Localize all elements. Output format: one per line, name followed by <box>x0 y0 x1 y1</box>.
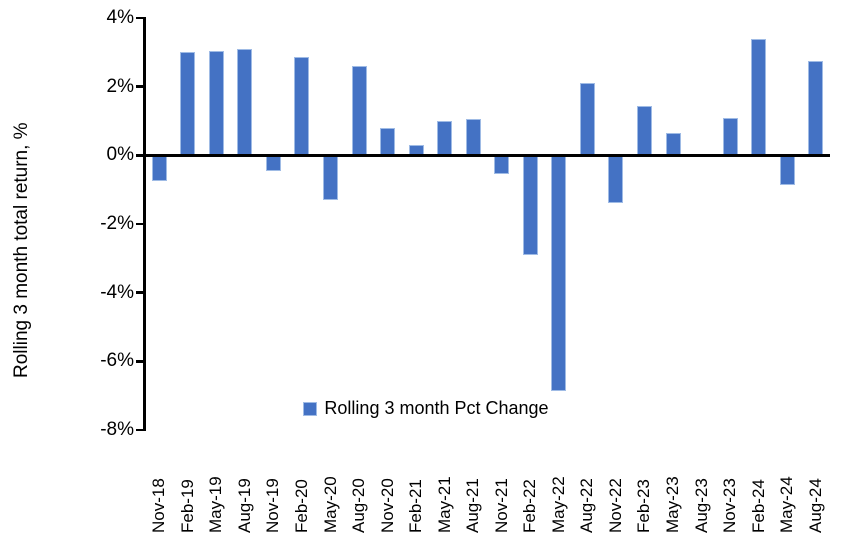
bar <box>579 83 595 156</box>
legend: Rolling 3 month Pct Change <box>0 398 852 419</box>
y-tick-label: -6% <box>100 350 134 372</box>
bar <box>265 155 281 171</box>
bar <box>237 48 253 156</box>
bar <box>522 155 538 255</box>
x-tick-label: Aug-21 <box>463 478 483 533</box>
y-tick-mark <box>136 428 144 432</box>
x-tick-label: Feb-20 <box>291 479 311 533</box>
bar <box>465 119 481 156</box>
x-tick-label: Aug-19 <box>234 478 254 533</box>
y-tick-mark <box>136 291 144 294</box>
x-tick-label: Aug-24 <box>805 478 825 533</box>
y-tick-mark <box>136 360 144 363</box>
x-tick-label: May-23 <box>663 476 683 533</box>
bar <box>323 155 339 200</box>
bar <box>208 50 224 156</box>
x-tick-label: Nov-22 <box>605 478 625 533</box>
y-tick-label: 2% <box>106 75 134 97</box>
x-tick-label: Feb-24 <box>748 479 768 533</box>
legend-marker-icon <box>303 401 318 416</box>
bar <box>722 117 738 156</box>
y-axis-title: Rolling 3 month total return, % <box>11 122 32 378</box>
y-tick-label: -2% <box>100 213 134 234</box>
bar <box>608 155 624 204</box>
x-tick-label: May-21 <box>434 476 454 533</box>
y-tick-label: 0% <box>106 144 134 166</box>
x-tick-label: Feb-23 <box>634 479 654 533</box>
bar <box>380 127 396 156</box>
x-tick-label: Feb-21 <box>406 479 426 533</box>
y-tick-label: -8% <box>100 419 134 440</box>
bar <box>351 66 367 156</box>
x-tick-label: Feb-19 <box>177 479 197 533</box>
bar <box>665 133 681 156</box>
x-tick-label: May-19 <box>206 476 226 533</box>
x-tick-label: Nov-20 <box>377 478 397 533</box>
bar <box>437 121 453 156</box>
x-axis-line <box>143 154 830 157</box>
x-tick-label: May-22 <box>548 476 568 533</box>
bar <box>779 155 795 185</box>
y-axis-line <box>143 16 146 432</box>
bar <box>494 155 510 175</box>
bar <box>551 155 567 391</box>
x-tick-label: Aug-23 <box>691 478 711 533</box>
bar <box>294 57 310 156</box>
x-tick-label: Feb-22 <box>520 479 540 533</box>
bar <box>151 155 167 182</box>
x-tick-label: May-24 <box>777 476 797 533</box>
bar <box>751 38 767 156</box>
y-tick-mark <box>136 85 144 88</box>
x-tick-label: Nov-18 <box>149 478 169 533</box>
x-tick-label: May-20 <box>320 476 340 533</box>
x-tick-label: Nov-23 <box>720 478 740 533</box>
x-tick-label: Nov-19 <box>263 478 283 533</box>
bar <box>636 105 652 156</box>
bar <box>808 60 824 156</box>
x-tick-label: Aug-22 <box>577 478 597 533</box>
y-tick-mark <box>136 154 144 157</box>
x-tick-label: Nov-21 <box>491 478 511 533</box>
y-tick-label: 4% <box>106 7 134 28</box>
bar <box>180 52 196 156</box>
y-tick-mark <box>136 222 144 226</box>
x-tick-label: Aug-20 <box>349 478 369 533</box>
y-tick-label: -4% <box>100 281 134 303</box>
legend-label: Rolling 3 month Pct Change <box>324 398 549 418</box>
y-tick-mark <box>136 16 144 20</box>
